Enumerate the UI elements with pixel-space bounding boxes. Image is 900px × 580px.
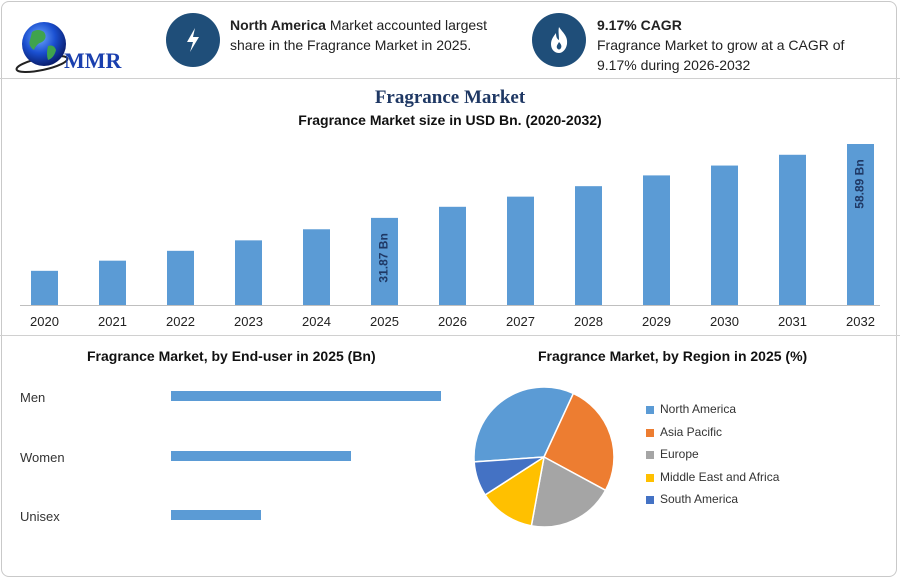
- region-pie-chart: [473, 386, 615, 528]
- x-tick-label: 2027: [506, 314, 535, 329]
- end-user-label-men: Men: [20, 390, 46, 405]
- pie-slice-north-america: [473, 386, 575, 463]
- bar-2024: [303, 229, 330, 305]
- legend-label: Asia Pacific: [660, 424, 723, 439]
- x-tick-label: 2020: [30, 314, 59, 329]
- info1-bold: North America: [230, 17, 326, 33]
- end-user-label-unisex: Unisex: [20, 509, 60, 524]
- bar-2028: [575, 186, 602, 305]
- bar-2022: [167, 250, 194, 305]
- legend-label: Europe: [660, 447, 699, 461]
- x-tick-label: 2021: [98, 314, 127, 329]
- x-tick-label: 2022: [166, 314, 195, 329]
- pie-slice-south-america: [473, 456, 545, 496]
- x-tick-label: 2032: [846, 314, 875, 329]
- market-size-bar-chart: 2020 2021 2022 2023 2024 2025 31.87 Bn 2026 2027…: [20, 144, 880, 329]
- data-label-2032: 58.89 Bn: [853, 159, 867, 208]
- end-user-bar-unisex: [171, 510, 261, 520]
- legend-label: Middle East and Africa: [660, 469, 780, 484]
- region-title: Fragrance Market, by Region in 2025 (%): [538, 348, 808, 364]
- info2-bold: 9.17% CAGR: [597, 17, 682, 33]
- end-user-bar-women: [171, 451, 351, 461]
- legend-label: South America: [660, 492, 739, 506]
- chart-subtitle: Fragrance Market size in USD Bn. (2020-2…: [298, 112, 602, 128]
- info2-text: Fragrance Market to grow at a CAGR of 9.…: [597, 37, 845, 73]
- x-tick-label: 2030: [710, 314, 739, 329]
- flame-icon: [532, 13, 586, 67]
- legend-swatch: [646, 473, 654, 482]
- legend-swatch: [646, 406, 654, 414]
- lightning-icon: [166, 13, 220, 67]
- legend-label: North America: [660, 402, 737, 416]
- legend-swatch: [646, 451, 654, 459]
- x-tick-label: 2028: [574, 314, 603, 329]
- bar-2032: [847, 144, 874, 305]
- bar-2030: [711, 165, 738, 305]
- x-tick-label: 2024: [302, 314, 331, 329]
- info1-text: Market accounted largest share in the Fr…: [230, 17, 488, 53]
- info-cagr: 9.17% CAGR Fragrance Market to grow at a…: [597, 15, 887, 75]
- bar-2026: [439, 206, 466, 305]
- section-divider: [0, 335, 900, 336]
- bar-2021: [99, 260, 126, 305]
- x-tick-label: 2031: [778, 314, 807, 329]
- x-tick-label: 2023: [234, 314, 263, 329]
- bar-2029: [643, 175, 670, 305]
- x-tick-label: 2026: [438, 314, 467, 329]
- legend-swatch: [646, 496, 654, 504]
- data-label-2025: 31.87 Bn: [377, 233, 391, 282]
- pie-slice-europe: [530, 455, 607, 528]
- bar-2031: [779, 154, 806, 305]
- x-tick-label: 2029: [642, 314, 671, 329]
- bar-2027: [507, 196, 534, 305]
- legend-swatch: [646, 428, 654, 437]
- mmr-logo: MMR: [15, 22, 123, 73]
- end-user-bar-men: [171, 391, 441, 401]
- bar-2020: [31, 270, 58, 305]
- info-north-america: North America Market accounted largest s…: [230, 15, 510, 55]
- bar-2025: [371, 217, 398, 305]
- end-user-title: Fragrance Market, by End-user in 2025 (B…: [87, 348, 376, 364]
- x-tick-label: 2025: [370, 314, 399, 329]
- end-user-label-women: Women: [20, 450, 65, 465]
- bar-2023: [235, 240, 262, 305]
- pie-slice-middle-east-and-africa: [484, 455, 546, 527]
- logo-text: MMR: [64, 48, 123, 73]
- header-divider: [0, 78, 900, 79]
- chart-title: Fragrance Market: [374, 87, 526, 108]
